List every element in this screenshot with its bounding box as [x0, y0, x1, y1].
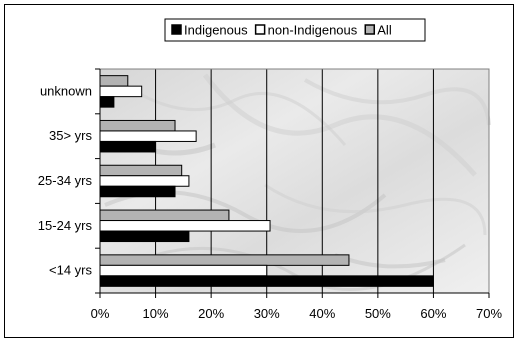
bar-chart: unknown 35> yrs 25-34 yrs 15-24 yrs <14 yrs 0… — [38, 18, 502, 321]
bar-non-indigenous-14-yrs — [99, 264, 268, 277]
bar-non-indigenous-35-yrs — [99, 130, 197, 142]
legend-label-all: All — [377, 23, 392, 38]
bar-indigenous-15-24-yrs — [99, 230, 190, 243]
y-tick-label: unknown — [40, 83, 92, 98]
y-tick-label: 35> yrs — [49, 128, 92, 143]
chart-container: unknown 35> yrs 25-34 yrs 15-24 yrs <14 yrs 0… — [4, 4, 514, 338]
bar-indigenous-14-yrs — [99, 275, 434, 287]
legend-label-non-indigenous: non-Indigenous — [268, 23, 358, 38]
bar-indigenous-unknown — [99, 96, 115, 108]
legend: Indigenous non-Indigenous All — [164, 18, 426, 42]
y-tick-label: 15-24 yrs — [38, 218, 93, 233]
x-tick-label: 20% — [198, 306, 224, 321]
y-tick-label: <14 yrs — [49, 263, 92, 278]
x-tick-label: 10% — [143, 306, 169, 321]
bar-non-indigenous-15-24-yrs — [99, 220, 271, 232]
bar-all-unknown — [99, 75, 129, 87]
marble-vein — [303, 78, 491, 126]
bar-indigenous-25-34-yrs — [99, 185, 176, 198]
x-tick-label: 40% — [309, 306, 335, 321]
bar-indigenous-35-yrs — [99, 140, 157, 153]
legend-swatch-non-indigenous — [254, 24, 266, 35]
x-tick-label: 30% — [254, 306, 280, 321]
bar-all-15-24-yrs — [99, 209, 230, 222]
legend-swatch-all — [364, 24, 376, 35]
marble-vein — [124, 83, 347, 146]
marble-vein — [264, 183, 487, 236]
y-tick-label: 25-34 yrs — [38, 173, 93, 188]
x-tick-label: 0% — [91, 306, 110, 321]
bar-non-indigenous-unknown — [99, 85, 143, 98]
legend-box — [164, 18, 426, 42]
legend-swatch-indigenous — [171, 24, 182, 35]
bar-all-35-yrs — [99, 119, 176, 132]
x-tick-label: 50% — [365, 306, 391, 321]
bar-non-indigenous-25-34-yrs — [99, 175, 190, 187]
x-tick-label: 70% — [476, 306, 502, 321]
bar-all-14-yrs — [99, 254, 350, 266]
legend-label-indigenous: Indigenous — [184, 23, 248, 38]
bar-all-25-34-yrs — [99, 164, 183, 177]
x-tick-label: 60% — [420, 306, 446, 321]
